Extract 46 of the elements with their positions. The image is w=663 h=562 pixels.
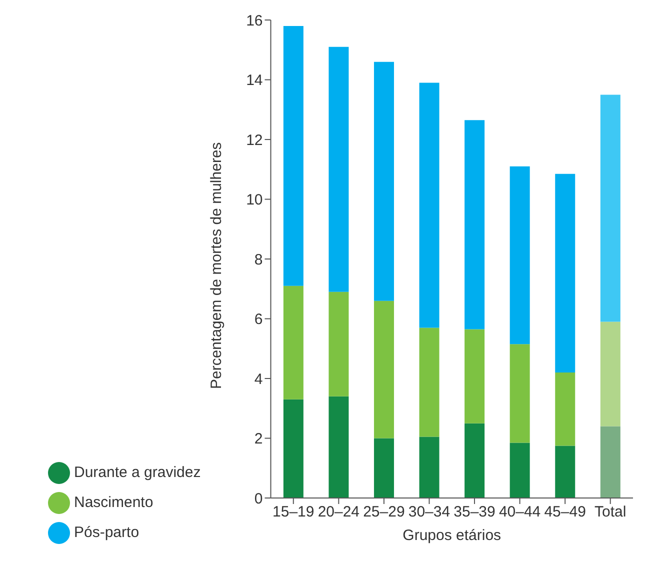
bar [464,423,485,498]
x-tick-label: 25–29 [363,504,405,521]
y-tick-label: 16 [246,12,263,30]
y-tick-label: 8 [254,251,263,268]
bar [464,329,485,424]
bar [374,438,394,498]
x-tick-label: 20–24 [318,504,360,521]
x-tick-label: 40–44 [498,504,541,521]
bar [283,286,304,400]
bar [419,436,440,498]
bar [419,328,440,437]
bar [328,396,349,498]
x-tick-label: Total [594,504,626,521]
bar [600,426,620,498]
y-tick-label: 14 [246,72,263,90]
bar [600,322,620,426]
bar [374,300,394,438]
bar [510,344,530,443]
bar [555,446,576,498]
bar [555,174,576,373]
bar [510,166,530,344]
bar [374,62,394,301]
legend-label: Pós-parto [74,524,140,541]
legend-label: Durante a gravidez [74,464,201,481]
legend-label: Nascimento [74,494,154,511]
y-tick-label: 6 [254,311,263,328]
bar [555,372,576,446]
y-tick-label: 0 [254,490,263,508]
y-axis-title: Percentagem de mortes de mulheres [208,142,226,389]
y-tick-label: 4 [254,370,263,388]
bar [283,399,304,498]
bar [328,292,349,396]
x-axis-title: Grupos etários [402,527,502,544]
y-tick-label: 12 [246,132,263,149]
x-tick-label: 45–49 [544,504,586,521]
bar [510,442,530,498]
x-tick-label: 30–34 [408,504,450,521]
y-tick-label: 10 [246,192,263,209]
bar [600,94,620,322]
bar [283,26,304,286]
bar [328,46,349,292]
bar [464,120,485,330]
bar [419,82,440,328]
x-tick-label: 35–39 [454,504,496,521]
y-tick-label: 2 [254,430,263,448]
x-tick-label: 15–19 [272,504,314,521]
